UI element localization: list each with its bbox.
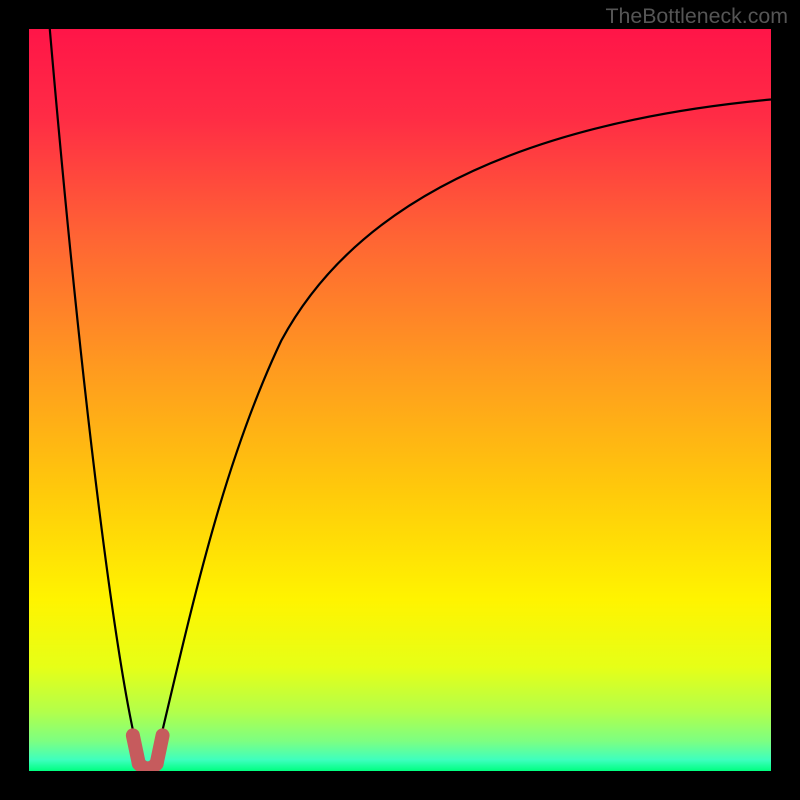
dip-marker-right	[157, 735, 163, 763]
plot-svg	[29, 29, 771, 771]
curve-left-branch	[50, 29, 141, 764]
watermark-text: TheBottleneck.com	[605, 4, 788, 29]
stage: TheBottleneck.com	[0, 0, 800, 800]
curve-right-branch	[154, 99, 771, 764]
